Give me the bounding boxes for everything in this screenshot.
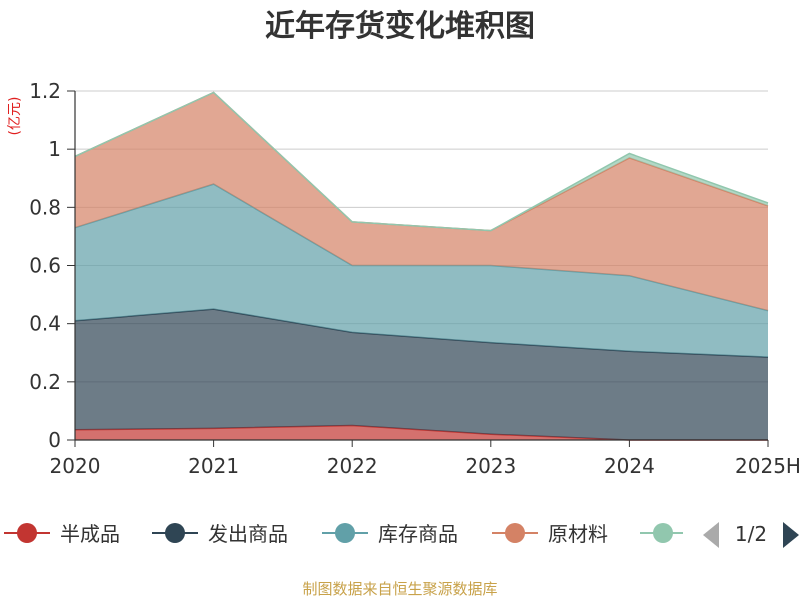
- data-source-footer: 制图数据来自恒生聚源数据库: [302, 580, 497, 598]
- y-tick-label: 0.6: [29, 254, 61, 278]
- legend-label: 库存商品: [378, 522, 458, 546]
- legend-item[interactable]: [640, 523, 686, 543]
- legend-item[interactable]: 库存商品: [322, 522, 458, 546]
- legend-marker: [505, 523, 525, 543]
- legend: 半成品 发出商品 库存商品 原材料 1/2: [4, 522, 799, 548]
- x-tick-label: 2021: [188, 454, 239, 478]
- area-band: [75, 425, 768, 440]
- area-band: [75, 92, 768, 311]
- y-axis-unit: (亿元): [7, 97, 23, 136]
- area-series-line: [74, 91, 769, 232]
- legend-page-indicator: 1/2: [735, 522, 767, 546]
- area-band: [75, 184, 768, 358]
- x-tick-label: 2020: [50, 454, 101, 478]
- y-tick-label: 0.2: [29, 370, 61, 394]
- area-band: [75, 309, 768, 440]
- x-tick-label: 2022: [327, 454, 378, 478]
- x-tick-label: 2025H: [735, 454, 800, 478]
- chart-title: 近年存货变化堆积图: [265, 9, 535, 44]
- y-tick-label: 0: [48, 428, 61, 452]
- y-tick-label: 1.2: [29, 79, 61, 103]
- y-tick-label: 0.8: [29, 195, 61, 219]
- legend-marker: [165, 523, 185, 543]
- area-series: [74, 91, 769, 441]
- legend-marker: [17, 523, 37, 543]
- legend-item[interactable]: 发出商品: [152, 522, 288, 546]
- legend-next-page-icon[interactable]: [783, 522, 799, 548]
- legend-prev-page-icon[interactable]: [703, 522, 719, 548]
- legend-marker: [653, 523, 673, 543]
- legend-pager: 1/2: [703, 522, 799, 548]
- y-tick-label: 0.4: [29, 312, 61, 336]
- legend-label: 发出商品: [208, 522, 288, 546]
- legend-label: 原材料: [548, 522, 608, 546]
- x-tick-label: 2024: [604, 454, 655, 478]
- x-tick-label: 2023: [465, 454, 516, 478]
- legend-item[interactable]: 原材料: [492, 522, 608, 546]
- y-tick-label: 1: [48, 137, 61, 161]
- axes: 0 0.2 0.4 0.6 0.8 1 1.2 2020 2021 2022 2023 2024 202…: [29, 79, 800, 478]
- legend-item[interactable]: 半成品: [4, 522, 120, 546]
- legend-label: 半成品: [60, 522, 120, 546]
- legend-marker: [335, 523, 355, 543]
